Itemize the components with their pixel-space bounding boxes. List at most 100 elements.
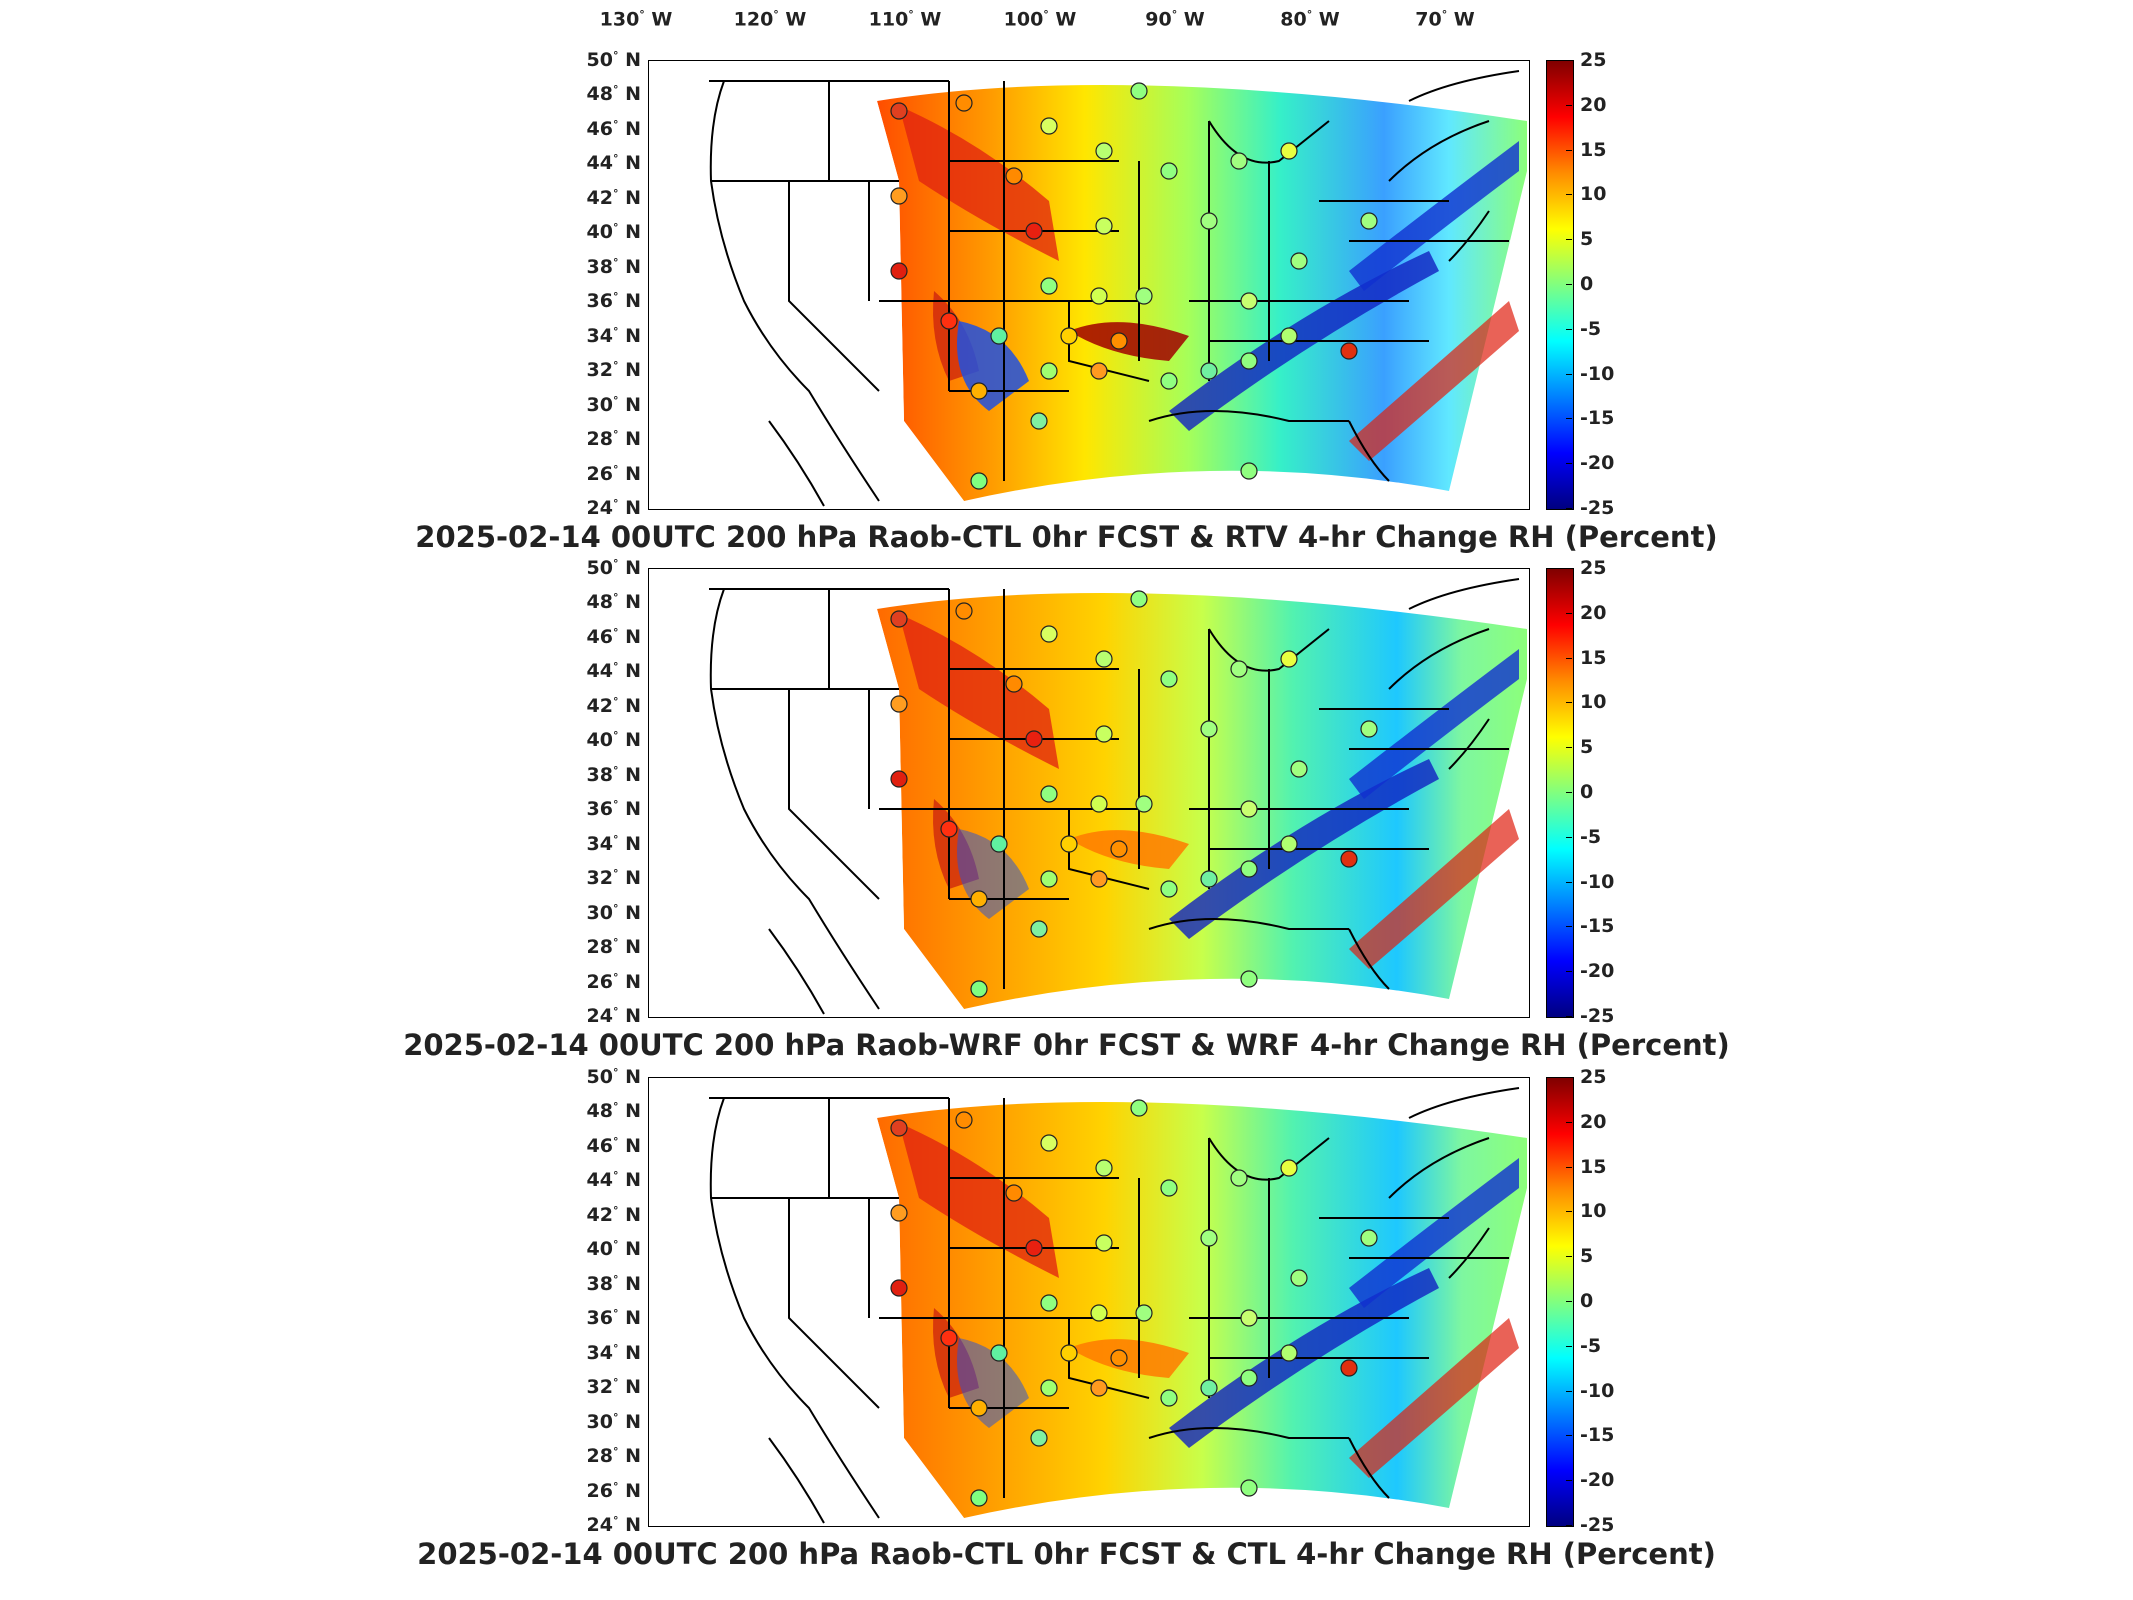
colorbar-tickmark [1566, 1525, 1572, 1526]
colorbar-tick-label: 5 [1580, 736, 1594, 759]
degree-symbol: ° [612, 1444, 619, 1458]
latitude-label: 34° N [587, 833, 641, 855]
degree-symbol: ° [612, 393, 619, 407]
latitude-label: 46° N [587, 1135, 641, 1157]
latitude-suffix: N [618, 591, 641, 614]
raob-station-marker [1025, 1239, 1043, 1257]
colorbar-tickmark [1566, 1480, 1572, 1482]
degree-symbol: ° [612, 625, 619, 639]
boundary-line [1388, 628, 1490, 690]
raob-station-marker [1135, 287, 1153, 305]
colorbar-tick-label: -5 [1580, 825, 1602, 848]
latitude-value: 24 [586, 1514, 613, 1537]
longitude-label: 130° W [600, 8, 673, 30]
colorbar-tickmark [1566, 104, 1572, 106]
colorbar-tickmark [1566, 657, 1572, 659]
colorbar [1546, 60, 1574, 510]
raob-station-marker [970, 382, 988, 400]
latitude-value: 42 [586, 187, 613, 210]
latitude-suffix: N [618, 729, 641, 752]
raob-station-marker [1040, 362, 1058, 380]
colorbar-tick-label: 10 [1580, 691, 1607, 714]
degree-symbol: ° [612, 1203, 619, 1217]
raob-station-marker [1110, 1349, 1128, 1367]
longitude-suffix: W [1447, 8, 1475, 31]
outside-domain [649, 569, 964, 1017]
raob-station-marker [1040, 1294, 1058, 1312]
degree-symbol: ° [612, 1479, 619, 1493]
latitude-suffix: N [618, 1445, 641, 1468]
boundary-line [1388, 1137, 1490, 1199]
latitude-suffix: N [618, 936, 641, 959]
positive-band [1349, 1318, 1519, 1478]
latitude-label: 38° N [587, 764, 641, 786]
raob-station-marker [1135, 795, 1153, 813]
degree-symbol: ° [612, 1169, 619, 1183]
latitude-suffix: N [618, 497, 641, 520]
colorbar-tickmark [1566, 373, 1572, 375]
latitude-suffix: N [618, 1238, 641, 1261]
raob-station-marker [1240, 1369, 1258, 1387]
latitude-suffix: N [618, 359, 641, 382]
latitude-value: 42 [586, 1204, 613, 1227]
latitude-value: 26 [586, 1479, 613, 1502]
longitude-value: 70 [1415, 8, 1442, 31]
degree-symbol: ° [612, 1341, 619, 1355]
boundary-line [1408, 1087, 1520, 1119]
degree-symbol: ° [612, 798, 619, 812]
colorbar-tick-label: 10 [1580, 183, 1607, 206]
raob-station-marker [1160, 670, 1178, 688]
raob-station-marker [1160, 880, 1178, 898]
latitude-label: 30° N [587, 901, 641, 923]
raob-station-marker [1040, 1134, 1058, 1152]
latitude-value: 40 [586, 221, 613, 244]
colorbar-tickmark [1566, 328, 1572, 330]
colorbar-tickmark [1566, 1016, 1572, 1017]
latitude-suffix: N [618, 867, 641, 890]
degree-symbol: ° [612, 935, 619, 949]
raob-station-marker [1360, 720, 1378, 738]
boundary-line [768, 928, 825, 1015]
latitude-label: 42° N [587, 1204, 641, 1226]
degree-symbol: ° [612, 83, 619, 97]
latitude-suffix: N [618, 1204, 641, 1227]
raob-station-marker [1240, 352, 1258, 370]
latitude-label: 48° N [587, 83, 641, 105]
rh-field [877, 85, 1527, 501]
boundary-line [1348, 420, 1390, 482]
latitude-value: 50 [586, 1066, 613, 1089]
outside-domain [649, 1078, 964, 1526]
colorbar-tick-label: -20 [1580, 1469, 1615, 1492]
colorbar-tickmark [1566, 60, 1572, 61]
raob-station-marker [1230, 1169, 1248, 1187]
colorbar-tickmark [1566, 1435, 1572, 1437]
colorbar-tickmark [1566, 1121, 1572, 1123]
latitude-label: 28° N [587, 428, 641, 450]
raob-station-marker [1200, 362, 1218, 380]
degree-symbol: ° [612, 186, 619, 200]
degree-symbol: ° [1171, 8, 1178, 21]
colorbar-tick-label: 0 [1580, 1290, 1594, 1312]
raob-station-marker [1025, 730, 1043, 748]
latitude-value: 40 [586, 1238, 613, 1261]
map-svg [649, 569, 1527, 1017]
longitude-value: 130 [599, 8, 640, 31]
raob-station-marker [1200, 1229, 1218, 1247]
raob-station-marker [1005, 1184, 1023, 1202]
latitude-value: 30 [586, 901, 613, 924]
raob-station-marker [1130, 82, 1148, 100]
negative-band [1349, 141, 1519, 291]
boundary-line [1068, 809, 1150, 890]
colorbar-tick-label: 20 [1580, 1110, 1607, 1133]
boundary-line [1348, 1437, 1390, 1499]
raob-station-marker [890, 102, 908, 120]
latitude-value: 28 [586, 936, 613, 959]
colorbar-tickmark [1566, 612, 1572, 614]
raob-station-marker [890, 695, 908, 713]
latitude-suffix: N [618, 1514, 641, 1537]
latitude-value: 48 [586, 1100, 613, 1123]
degree-symbol: ° [612, 117, 619, 131]
colorbar-tick-label: 15 [1580, 646, 1607, 669]
degree-symbol: ° [612, 1375, 619, 1389]
colorbar-tick-label: -25 [1580, 497, 1615, 519]
